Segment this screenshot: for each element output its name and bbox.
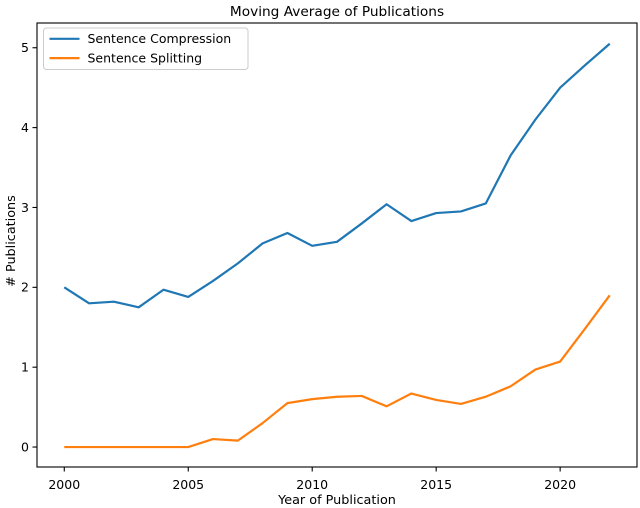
x-tick-label: 2005 (172, 477, 204, 492)
data-series (63, 42, 611, 449)
legend: Sentence Compression Sentence Splitting (43, 27, 249, 70)
plot-spines (36, 22, 638, 468)
legend-label-sentence-splitting: Sentence Splitting (88, 51, 203, 66)
y-axis-label: # Publications (4, 195, 19, 287)
y-tick-label: 1 (21, 360, 29, 375)
x-tick-label: 2015 (420, 477, 452, 492)
y-tick-label: 3 (21, 200, 29, 215)
x-tick-label: 2000 (48, 477, 80, 492)
y-axis-ticks: 0 1 2 3 4 5 (21, 40, 37, 454)
x-tick-label: 2020 (544, 477, 576, 492)
y-tick-label: 5 (21, 40, 29, 55)
y-tick-label: 0 (21, 439, 29, 454)
x-axis-label: Year of Publication (277, 493, 396, 508)
series-line-sentence-compression (63, 42, 611, 309)
legend-box (43, 27, 249, 70)
y-tick-label: 2 (21, 280, 29, 295)
series-line-sentence-splitting (64, 294, 611, 449)
x-tick-label: 2010 (296, 477, 328, 492)
y-tick-label: 4 (21, 120, 29, 135)
legend-label-sentence-compression: Sentence Compression (88, 31, 232, 46)
chart-title: Moving Average of Publications (230, 4, 444, 20)
x-axis-ticks: 2000 2005 2010 2015 2020 (48, 467, 576, 492)
axes-frame (36, 22, 638, 468)
